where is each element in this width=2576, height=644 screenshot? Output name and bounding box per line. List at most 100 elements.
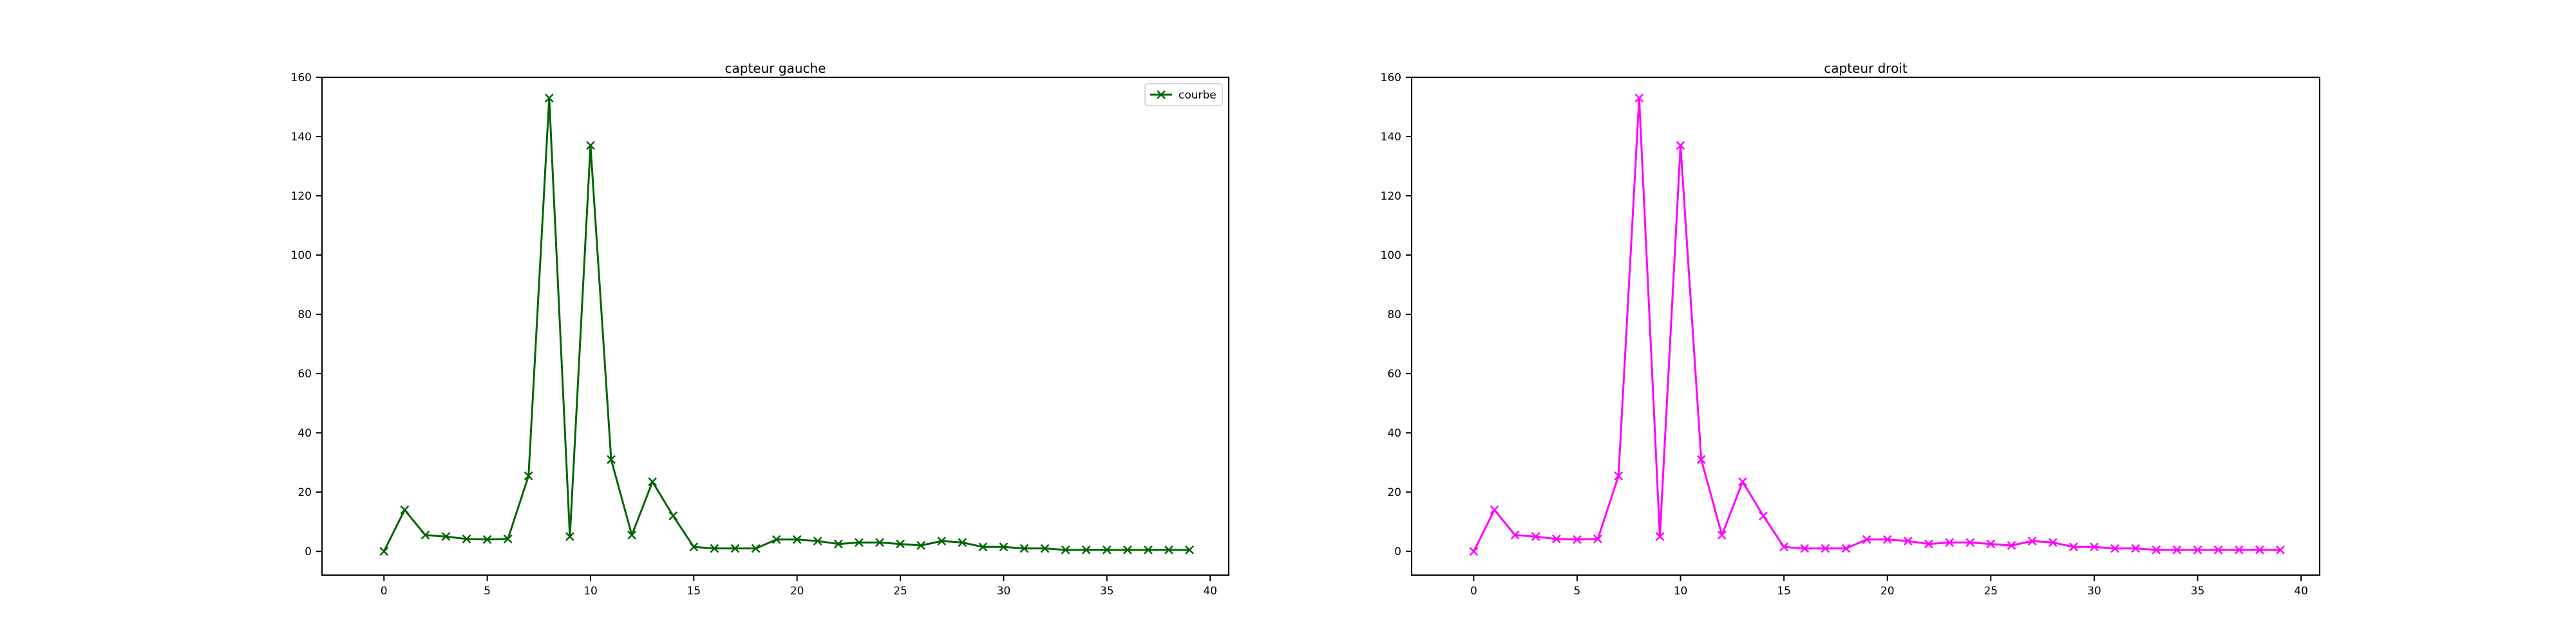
point-marker-stroke (400, 505, 410, 515)
data-point (999, 542, 1009, 552)
point-marker-stroke (2193, 545, 2202, 554)
data-point (462, 534, 471, 544)
data-point (607, 455, 616, 464)
point-marker-stroke (586, 140, 595, 150)
point-marker-stroke (627, 531, 636, 540)
point-marker-stroke (2276, 545, 2285, 554)
point-marker-stroke (1717, 531, 1727, 540)
data-point (1738, 477, 1747, 486)
data-point (772, 535, 781, 544)
y-tick-label: 20 (298, 486, 312, 499)
data-point (1882, 535, 1892, 544)
legend: courbe (1144, 83, 1223, 106)
x-tick-label: 40 (1203, 585, 1217, 598)
data-point (813, 536, 822, 545)
point-marker-stroke (855, 538, 864, 547)
point-marker-stroke (999, 542, 1009, 552)
point-marker-stroke (1593, 534, 1602, 544)
legend-label: courbe (1179, 89, 1217, 102)
data-point (875, 538, 884, 547)
data-point (1779, 542, 1789, 552)
point-marker-stroke (2234, 545, 2244, 554)
data-point (2172, 545, 2182, 554)
data-point (1924, 539, 1933, 549)
data-point (1759, 511, 1768, 520)
data-point (1551, 534, 1561, 544)
data-point (2213, 545, 2223, 554)
legend-box (1144, 83, 1223, 106)
data-point (730, 544, 740, 553)
x-tick-label: 0 (381, 585, 388, 598)
point-marker-stroke (421, 531, 430, 540)
data-point (586, 140, 595, 150)
y-tick-label: 160 (1381, 71, 1401, 84)
point-marker-stroke (751, 544, 761, 553)
y-tick-label: 100 (291, 249, 312, 262)
point-marker-stroke (978, 542, 988, 552)
point-marker-stroke (524, 471, 533, 480)
point-marker-stroke (1965, 538, 1975, 547)
y-tick-label: 80 (1387, 308, 1401, 321)
y-tick-label: 20 (1387, 486, 1401, 499)
data-point (668, 511, 678, 520)
y-tick-label: 40 (298, 427, 312, 440)
point-marker-stroke (565, 532, 574, 542)
point-marker-stroke (689, 542, 699, 552)
data-point (2027, 536, 2037, 545)
data-point (2276, 545, 2285, 554)
data-point (441, 532, 451, 542)
data-point (544, 93, 554, 103)
x-tick-label: 25 (893, 585, 907, 598)
point-marker-stroke (544, 93, 554, 103)
point-marker-stroke (937, 536, 947, 545)
data-point (1821, 544, 1830, 553)
data-point (503, 534, 513, 544)
point-marker-stroke (1696, 455, 1706, 464)
y-tick-label: 0 (1394, 545, 1401, 558)
point-marker-stroke (1573, 535, 1582, 544)
point-marker-stroke (1676, 140, 1685, 150)
x-tick-label: 30 (2087, 585, 2101, 598)
point-marker-stroke (1945, 538, 1954, 547)
data-point (2007, 541, 2016, 550)
point-marker-stroke (2007, 541, 2016, 550)
data-point (1573, 535, 1582, 544)
data-point (1510, 531, 1520, 540)
axes-frame (1411, 77, 2320, 576)
point-marker-stroke (1986, 539, 1996, 549)
x-tick-label: 20 (790, 585, 804, 598)
data-point (1469, 547, 1479, 556)
data-point (1081, 545, 1091, 554)
data-point (833, 539, 843, 549)
x-tick-label: 40 (2294, 585, 2308, 598)
data-point (1841, 544, 1851, 553)
data-point (2152, 545, 2161, 554)
y-tick-label: 160 (291, 71, 312, 84)
axes-frame (321, 77, 1229, 576)
point-marker-stroke (1061, 545, 1070, 554)
point-marker-stroke (1019, 544, 1029, 553)
y-tick-label: 140 (1381, 131, 1401, 144)
point-marker-stroke (730, 544, 740, 553)
data-point (792, 535, 802, 544)
data-point (1986, 539, 1996, 549)
point-marker-stroke (1081, 545, 1091, 554)
point-marker-stroke (1490, 505, 1499, 515)
point-marker-stroke (1614, 471, 1624, 480)
data-point (978, 542, 988, 552)
point-marker-stroke (1862, 535, 1871, 544)
point-marker-stroke (1144, 545, 1153, 554)
point-marker-stroke (1469, 547, 1479, 556)
data-point (1696, 455, 1706, 464)
point-marker-stroke (379, 547, 389, 556)
x-tick-label: 10 (1674, 585, 1688, 598)
data-point (1945, 538, 1954, 547)
x-tick-label: 35 (2191, 585, 2205, 598)
x-tick-label: 5 (484, 585, 491, 598)
point-marker-stroke (916, 541, 925, 550)
point-marker-stroke (1531, 532, 1540, 542)
x-tick-label: 15 (687, 585, 701, 598)
data-point (1185, 545, 1194, 554)
